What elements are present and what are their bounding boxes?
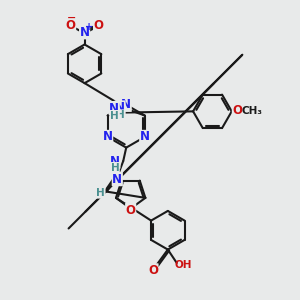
Text: N: N [110,155,120,168]
Text: O: O [66,19,76,32]
Text: +: + [85,22,93,32]
Text: OH: OH [175,260,192,270]
Text: N: N [112,172,122,186]
Text: O: O [94,19,103,32]
Text: O: O [232,104,242,117]
Text: N: N [121,98,131,111]
Text: N: N [80,26,90,39]
Text: N: N [115,101,125,114]
Text: N: N [103,130,113,143]
Text: H: H [110,110,118,121]
Text: O: O [126,203,136,217]
Text: N: N [109,102,119,115]
Text: H: H [111,163,119,172]
Text: O: O [148,264,158,277]
Text: H: H [96,188,105,198]
Text: −: − [67,13,76,23]
Text: N: N [140,130,150,143]
Text: CH₃: CH₃ [241,106,262,116]
Text: H: H [116,110,124,120]
